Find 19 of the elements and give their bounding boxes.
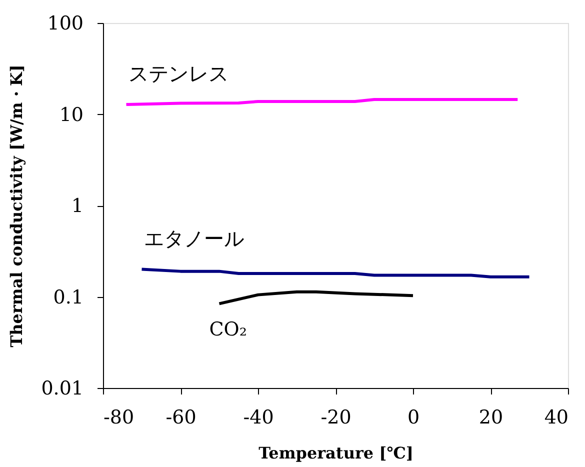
series-label: エタノール <box>144 226 244 250</box>
line-series <box>218 290 414 306</box>
x-tick-label: 40 <box>544 406 568 428</box>
line-series <box>140 268 531 278</box>
series-label: ステンレス <box>128 61 228 86</box>
series-label: CO₂ <box>209 318 247 341</box>
y-tick-label: 1 <box>71 195 84 217</box>
y-tick-label: 0.1 <box>53 286 84 308</box>
y-axis-title: Thermal conductivity [W/m・K] <box>7 64 26 348</box>
x-tick-label: -60 <box>166 406 196 428</box>
x-axis-title: Temperature [℃] <box>258 444 414 462</box>
y-tick-label: 10 <box>59 104 84 126</box>
y-tick-label: 0.01 <box>41 378 84 400</box>
x-tick-label: 20 <box>478 406 504 428</box>
x-tick-label: 0 <box>407 406 420 428</box>
x-tick-label: -40 <box>243 406 274 428</box>
y-tick-label: 100 <box>47 12 84 34</box>
x-tick-label: -80 <box>104 406 134 428</box>
x-tick-label: -20 <box>320 406 352 428</box>
